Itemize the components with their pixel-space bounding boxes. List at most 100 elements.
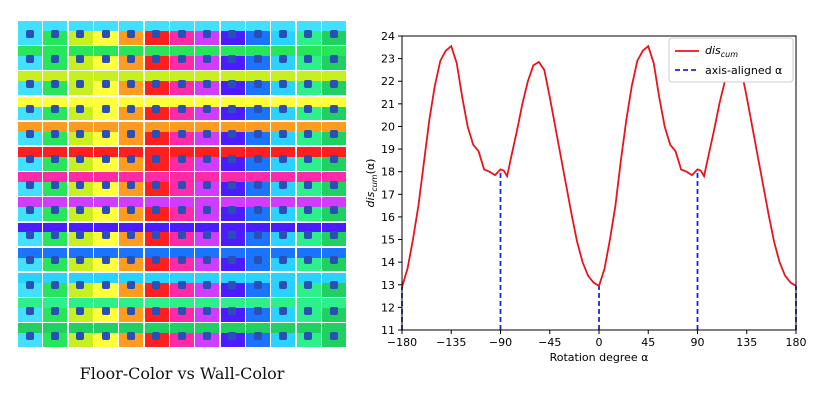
floor-color <box>68 156 93 171</box>
wall-color <box>271 222 296 233</box>
grid-cell <box>68 146 93 171</box>
wall-color <box>220 323 245 334</box>
floor-color <box>296 30 321 45</box>
floor-color <box>322 257 346 272</box>
floor-color <box>220 131 245 146</box>
wall-color <box>18 272 42 283</box>
wall-color <box>170 247 194 258</box>
wall-color <box>296 71 321 82</box>
object-marker <box>25 180 34 189</box>
grid-cell <box>271 71 296 96</box>
wall-color <box>296 247 321 258</box>
object-marker <box>101 256 110 265</box>
wall-color <box>18 96 42 107</box>
object-marker <box>127 79 135 88</box>
floor-color <box>94 56 118 70</box>
floor-color <box>119 182 144 196</box>
wall-color <box>18 298 42 309</box>
object-marker <box>50 180 59 189</box>
wall-color <box>195 247 220 258</box>
grid-cell <box>68 172 93 196</box>
object-marker <box>25 281 34 290</box>
floor-color <box>68 106 93 121</box>
wall-color <box>43 46 68 57</box>
floor-color <box>195 106 220 121</box>
floor-color <box>144 131 169 146</box>
wall-color <box>68 21 93 31</box>
grid-cell <box>271 46 296 70</box>
grid-cell <box>18 21 42 45</box>
floor-color <box>18 30 42 45</box>
floor-color <box>322 56 346 70</box>
grid-cell <box>195 46 220 70</box>
y-tick-label: 20 <box>381 120 395 133</box>
grid-cell <box>94 247 118 272</box>
wall-color <box>322 323 346 334</box>
grid-cell <box>43 21 68 45</box>
object-marker <box>177 105 186 114</box>
floor-color <box>271 30 296 45</box>
wall-color <box>195 96 220 107</box>
object-marker <box>152 54 161 63</box>
object-marker <box>253 205 262 214</box>
object-marker <box>127 105 135 114</box>
object-marker <box>177 130 186 139</box>
object-marker <box>25 54 34 63</box>
grid-cell <box>144 323 169 347</box>
wall-color <box>170 21 194 31</box>
object-marker <box>203 180 212 189</box>
wall-color <box>322 21 346 31</box>
floor-color <box>144 257 169 272</box>
grid-cell <box>195 323 220 347</box>
floor-color <box>271 308 296 322</box>
wall-color <box>94 96 118 107</box>
object-marker <box>76 54 85 63</box>
floor-color <box>195 156 220 171</box>
floor-color <box>220 257 245 272</box>
floor-color <box>322 30 346 45</box>
y-tick-label: 14 <box>381 256 395 269</box>
wall-color <box>296 222 321 233</box>
floor-color <box>94 207 118 222</box>
object-marker <box>25 29 34 38</box>
floor-color <box>94 131 118 146</box>
wall-color <box>246 172 270 183</box>
x-tick-label: −135 <box>436 336 466 349</box>
object-marker <box>127 29 135 38</box>
grid-cell <box>195 272 220 297</box>
grid-cell <box>43 323 68 347</box>
wall-color <box>220 71 245 82</box>
floor-color <box>322 207 346 222</box>
floor-color <box>18 106 42 121</box>
floor-color <box>43 207 68 222</box>
floor-color <box>94 156 118 171</box>
object-marker <box>304 331 313 340</box>
object-marker <box>50 130 59 139</box>
object-marker <box>101 54 110 63</box>
floor-color <box>195 30 220 45</box>
grid-cell <box>170 222 194 247</box>
floor-color <box>18 81 42 96</box>
floor-color <box>170 106 194 121</box>
grid-cell <box>94 298 118 322</box>
floor-color <box>18 282 42 297</box>
wall-color <box>195 121 220 132</box>
floor-color <box>271 257 296 272</box>
wall-color <box>68 46 93 57</box>
floor-color <box>220 232 245 247</box>
object-marker <box>203 155 212 164</box>
object-marker <box>177 205 186 214</box>
x-tick-label: −45 <box>538 336 561 349</box>
wall-color <box>119 71 144 82</box>
grid-cell <box>271 222 296 247</box>
grid-cell <box>94 21 118 45</box>
y-tick-label: 19 <box>381 143 395 156</box>
wall-color <box>220 272 245 283</box>
grid-cell <box>195 247 220 272</box>
wall-color <box>322 121 346 132</box>
grid-cell <box>220 272 245 297</box>
grid-cell <box>94 197 118 222</box>
object-marker <box>279 231 288 240</box>
floor-color <box>18 131 42 146</box>
grid-cell <box>322 298 346 322</box>
